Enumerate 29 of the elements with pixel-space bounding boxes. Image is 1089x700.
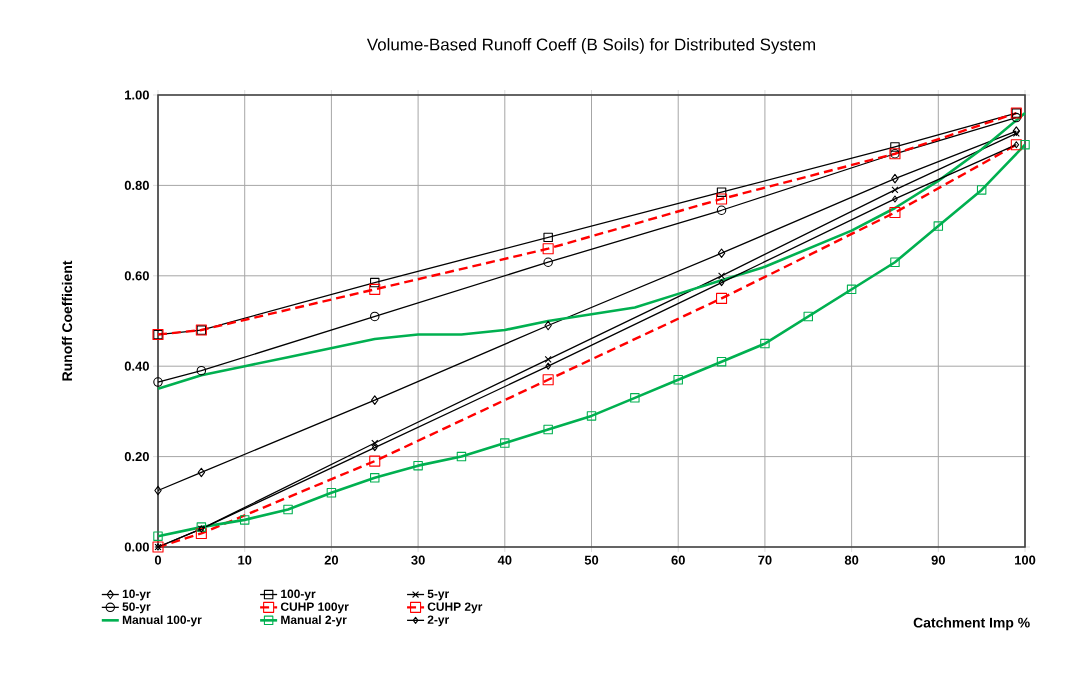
x-tick-label: 40 bbox=[497, 555, 512, 565]
x-tick-label: 70 bbox=[758, 555, 772, 565]
legend-label: Manual 100-yr bbox=[122, 615, 202, 627]
x-tick-label: 50 bbox=[584, 555, 599, 565]
legend-label: 10-yr bbox=[122, 589, 151, 601]
legend-label: Manual 2-yr bbox=[281, 615, 347, 627]
x-tick-label: 100 bbox=[1015, 555, 1036, 565]
legend-label: CUHP 100yr bbox=[280, 602, 349, 614]
x-tick-label: 30 bbox=[411, 555, 425, 565]
legend-label: 100-yr bbox=[281, 589, 316, 601]
x-tick-label: 80 bbox=[844, 555, 859, 565]
legend-label: 50-yr bbox=[122, 602, 151, 614]
x-tick-label: 90 bbox=[931, 555, 945, 565]
x-axis-title: Catchment Imp % bbox=[913, 617, 1030, 631]
y-tick-label: 0.60 bbox=[124, 271, 149, 281]
x-tick-label: 60 bbox=[671, 555, 685, 565]
legend-label: CUHP 2yr bbox=[427, 602, 483, 614]
y-tick-label: 0.00 bbox=[124, 542, 149, 552]
legend-label: 5-yr bbox=[427, 589, 449, 601]
y-tick-label: 1.00 bbox=[125, 90, 149, 100]
x-tick-label: 0 bbox=[154, 555, 162, 565]
legend-label: 2-yr bbox=[427, 615, 449, 627]
y-axis-title: Runoff Coefficient bbox=[61, 260, 73, 381]
y-tick-label: 0.80 bbox=[124, 180, 149, 190]
x-tick-label: 20 bbox=[324, 555, 339, 565]
chart-title: Volume-Based Runoff Coeff (B Soils) for Distributed System bbox=[366, 38, 815, 54]
y-tick-label: 0.20 bbox=[124, 452, 149, 462]
x-tick-label: 10 bbox=[238, 555, 252, 565]
y-tick-label: 0.40 bbox=[124, 361, 149, 371]
